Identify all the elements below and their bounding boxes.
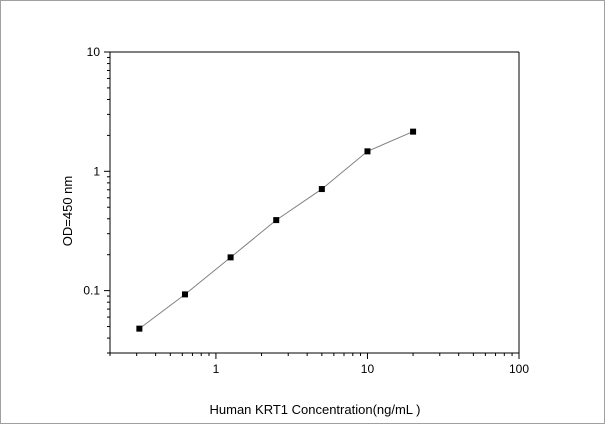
data-point-marker: [364, 148, 371, 155]
data-point-marker: [227, 254, 234, 261]
data-point-marker: [181, 291, 188, 298]
x-tick-label: 1: [213, 362, 220, 376]
axes: [104, 51, 520, 359]
data-point-marker: [410, 128, 417, 135]
series-line-group: [139, 131, 414, 330]
markers-group: [136, 128, 417, 332]
y-axis-title: OD=450 nm: [60, 176, 75, 246]
y-tick-label: 0.1: [83, 284, 100, 298]
data-point-marker: [318, 186, 325, 193]
y-tick-label: 1: [93, 164, 100, 178]
y-tick-label: 10: [87, 45, 101, 59]
x-tick-label: 100: [509, 362, 529, 376]
x-tick-label: 10: [361, 362, 375, 376]
x-axis-title: Human KRT1 Concentration(ng/mL ): [210, 402, 421, 417]
series-line: [139, 131, 414, 330]
data-point-marker: [136, 325, 143, 332]
labels-group: 1 10 100 0.1 1 10: [83, 45, 529, 376]
data-point-marker: [273, 217, 280, 224]
